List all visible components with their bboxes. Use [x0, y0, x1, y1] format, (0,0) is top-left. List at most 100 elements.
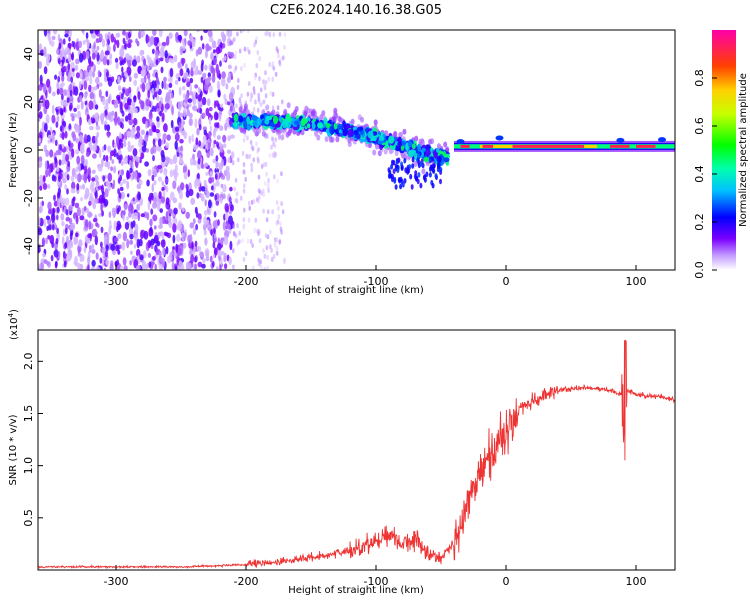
noise-streak — [100, 241, 103, 248]
noise-blob — [48, 167, 51, 177]
noise-blob — [234, 65, 238, 71]
trace-blob — [394, 184, 398, 190]
noise-blob — [129, 76, 132, 82]
noise-blob — [151, 87, 155, 96]
trace-blob — [390, 164, 394, 170]
noise-blob — [46, 78, 51, 88]
noise-streak — [56, 88, 60, 95]
trace-blob — [411, 157, 415, 163]
noise-blob — [103, 267, 107, 270]
trace-halo — [375, 143, 380, 150]
noise-blob — [104, 188, 109, 198]
noise-blob — [185, 261, 190, 270]
noise-blob — [143, 230, 149, 240]
noise-blob — [93, 86, 98, 91]
noise-blob — [248, 205, 251, 211]
noise-blob — [258, 238, 262, 244]
noise-blob — [74, 149, 80, 155]
noise-blob — [190, 67, 194, 76]
noise-blob — [160, 196, 166, 204]
noise-blob — [209, 171, 213, 177]
trace-blob — [323, 117, 328, 126]
noise-streak — [148, 261, 152, 268]
noise-streak — [118, 157, 122, 164]
noise-blob — [180, 264, 185, 270]
trace-blob — [428, 172, 432, 178]
noise-blob — [115, 135, 120, 146]
noise-streak — [201, 59, 205, 66]
noise-blob — [219, 125, 224, 131]
trace-blob — [436, 155, 442, 163]
noise-blob — [79, 116, 82, 126]
noise-blob — [168, 221, 173, 228]
noise-blob — [122, 257, 127, 266]
trace-blob — [311, 121, 316, 130]
noise-blob — [110, 166, 113, 172]
noise-blob — [163, 80, 167, 90]
noise-blob — [38, 244, 41, 253]
noise-blob — [268, 32, 272, 38]
noise-streak — [211, 260, 215, 268]
trace-halo — [418, 138, 423, 145]
noise-blob — [146, 212, 150, 221]
noise-blob — [223, 93, 227, 101]
trace-blob — [322, 127, 327, 132]
noise-blob — [83, 160, 88, 167]
noise-blob — [123, 141, 127, 148]
noise-blob — [187, 98, 193, 103]
noise-blob — [56, 49, 59, 55]
noise-blob — [121, 66, 124, 73]
noise-streak — [63, 260, 67, 268]
noise-blob — [94, 228, 97, 237]
noise-blob — [113, 220, 117, 231]
snr-x-ticks: -300 -200 -100 0 100 — [104, 565, 647, 588]
carrier-peak-segment — [460, 144, 470, 148]
noise-blob — [206, 151, 211, 158]
noise-blob — [51, 104, 55, 115]
noise-blob — [61, 221, 65, 227]
trace-blob — [243, 119, 248, 129]
noise-blob — [75, 58, 80, 65]
noise-blob — [253, 228, 257, 233]
noise-blob — [94, 175, 99, 183]
noise-blob — [83, 246, 87, 253]
noise-blob — [68, 204, 73, 212]
noise-blob — [164, 178, 169, 183]
noise-blob — [88, 69, 93, 78]
trace-halo — [287, 130, 292, 136]
noise-blob — [207, 46, 212, 51]
noise-streak — [120, 107, 123, 114]
noise-blob — [263, 253, 267, 259]
noise-blob — [252, 265, 255, 270]
noise-blob — [111, 159, 115, 165]
noise-blob — [177, 111, 181, 118]
noise-blob — [71, 67, 75, 72]
noise-blob — [202, 72, 207, 80]
noise-blob — [38, 160, 43, 168]
noise-blob — [139, 50, 144, 57]
noise-blob — [240, 93, 243, 99]
trace-halo — [316, 134, 321, 141]
noise-blob — [101, 259, 105, 265]
snr-x-axis-label: Height of straight line (km) — [288, 585, 424, 596]
noise-blob — [267, 177, 270, 183]
noise-blob — [187, 40, 192, 46]
noise-blob — [254, 99, 257, 105]
trace-halo — [271, 109, 276, 116]
noise-blob — [256, 156, 260, 162]
noise-blob — [189, 222, 195, 229]
noise-blob — [56, 166, 60, 172]
noise-blob — [236, 223, 239, 229]
noise-streak — [195, 211, 199, 218]
noise-blob — [107, 145, 112, 153]
noise-blob — [129, 260, 132, 266]
trace-blob — [423, 174, 427, 180]
noise-blob — [177, 247, 182, 256]
noise-streak — [201, 43, 205, 50]
noise-blob — [120, 191, 125, 200]
noise-blob — [228, 92, 234, 102]
noise-blob — [213, 233, 217, 239]
noise-blob — [61, 74, 65, 82]
noise-streak — [115, 244, 119, 252]
noise-blob — [193, 69, 198, 76]
